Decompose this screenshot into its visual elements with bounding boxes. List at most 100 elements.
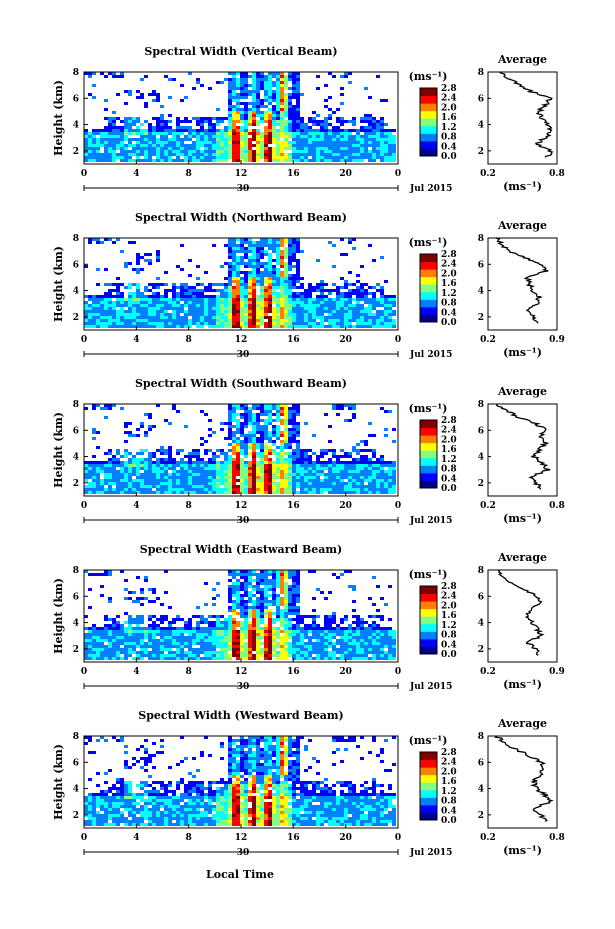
heatmap-cell xyxy=(236,289,240,292)
heatmap-cell xyxy=(256,81,260,84)
heatmap-cell xyxy=(148,307,152,310)
heatmap-cell xyxy=(244,256,248,259)
heatmap-cell xyxy=(264,144,268,147)
heatmap-cell xyxy=(300,322,304,325)
heatmap-cell xyxy=(108,313,112,316)
heatmap-cell xyxy=(120,75,124,78)
heatmap-cell xyxy=(232,159,236,162)
heatmap-cell xyxy=(348,271,352,274)
heatmap-cell xyxy=(132,307,136,310)
heatmap-cell xyxy=(232,627,236,630)
heatmap-cell xyxy=(252,633,256,636)
heatmap-cell xyxy=(356,292,360,295)
heatmap-cell xyxy=(132,295,136,298)
heatmap-cell xyxy=(256,609,260,612)
heatmap-cell xyxy=(100,407,104,410)
heatmap-cell xyxy=(112,319,116,322)
colorbar-tick-label: 0.8 xyxy=(441,133,457,143)
heatmap-cell xyxy=(136,283,140,286)
heatmap-cell xyxy=(252,298,256,301)
heatmap-cell xyxy=(340,253,344,256)
heatmap-cell xyxy=(100,633,104,636)
heatmap-cell xyxy=(352,304,356,307)
heatmap-cell xyxy=(232,322,236,325)
heatmap-cell xyxy=(292,138,296,141)
heatmap-cell xyxy=(116,283,120,286)
heatmap-cell xyxy=(340,325,344,328)
heatmap-cell xyxy=(388,138,392,141)
heatmap-cell xyxy=(364,295,368,298)
heatmap-cell xyxy=(336,117,340,120)
heatmap-cell xyxy=(232,259,236,262)
heatmap-cell xyxy=(296,455,300,458)
heatmap-cell xyxy=(252,449,256,452)
heatmap-cell xyxy=(240,75,244,78)
heatmap-cell xyxy=(276,247,280,250)
heatmap-cell xyxy=(228,138,232,141)
heatmap-cell xyxy=(172,292,176,295)
heatmap-cell xyxy=(216,307,220,310)
heatmap-cell xyxy=(240,271,244,274)
heatmap-cell xyxy=(260,591,264,594)
heatmap-cell xyxy=(156,482,160,485)
heatmap-cell xyxy=(228,286,232,289)
heatmap-cell xyxy=(284,123,288,126)
heatmap-cell xyxy=(188,627,192,630)
heatmap-cell xyxy=(252,262,256,265)
heatmap-cell xyxy=(296,126,300,129)
heatmap-cell xyxy=(348,630,352,633)
heatmap-cell xyxy=(160,135,164,138)
heatmap-cell xyxy=(100,627,104,630)
heatmap-cell xyxy=(356,313,360,316)
heatmap-cell xyxy=(236,280,240,283)
heatmap-cell xyxy=(228,144,232,147)
heatmap-cell xyxy=(148,479,152,482)
heatmap-cell xyxy=(96,473,100,476)
heatmap-cell xyxy=(88,470,92,473)
heatmap-cell xyxy=(296,413,300,416)
heatmap-cell xyxy=(268,256,272,259)
heatmap-cell xyxy=(200,310,204,313)
heatmap-cell xyxy=(344,141,348,144)
heatmap-cell xyxy=(152,159,156,162)
heatmap-cell xyxy=(304,295,308,298)
heatmap-cell xyxy=(300,283,304,286)
heatmap-cell xyxy=(312,286,316,289)
heatmap-cell xyxy=(372,138,376,141)
heatmap-cell xyxy=(340,464,344,467)
heatmap-cell xyxy=(128,491,132,494)
heatmap-cell xyxy=(232,452,236,455)
heatmap-cell xyxy=(372,156,376,159)
heatmap-cell xyxy=(160,126,164,129)
heatmap-cell xyxy=(224,298,228,301)
heatmap-cell xyxy=(220,81,224,84)
heatmap-cell xyxy=(128,633,132,636)
heatmap-cell xyxy=(364,627,368,630)
heatmap-cell xyxy=(268,307,272,310)
heatmap-cell xyxy=(244,132,248,135)
heatmap-cell xyxy=(176,286,180,289)
heatmap-cell xyxy=(348,488,352,491)
heatmap-cell xyxy=(240,280,244,283)
heatmap-cell xyxy=(284,283,288,286)
heatmap-cell xyxy=(264,141,268,144)
heatmap-cell xyxy=(348,283,352,286)
heatmap-cell xyxy=(292,425,296,428)
heatmap-cell xyxy=(196,633,200,636)
heatmap-cell xyxy=(180,633,184,636)
heatmap-cell xyxy=(128,431,132,434)
heatmap-cell xyxy=(188,476,192,479)
heatmap-cell xyxy=(104,473,108,476)
heatmap-cell xyxy=(264,316,268,319)
heatmap-cell xyxy=(272,627,276,630)
heatmap-cell xyxy=(228,81,232,84)
heatmap-cell xyxy=(88,135,92,138)
heatmap-cell xyxy=(188,132,192,135)
heatmap-cell xyxy=(336,310,340,313)
heatmap-cell xyxy=(272,156,276,159)
heatmap-cell xyxy=(332,153,336,156)
heatmap-cell xyxy=(244,488,248,491)
heatmap-cell xyxy=(264,410,268,413)
heatmap-cell xyxy=(272,310,276,313)
heatmap-cell xyxy=(276,470,280,473)
